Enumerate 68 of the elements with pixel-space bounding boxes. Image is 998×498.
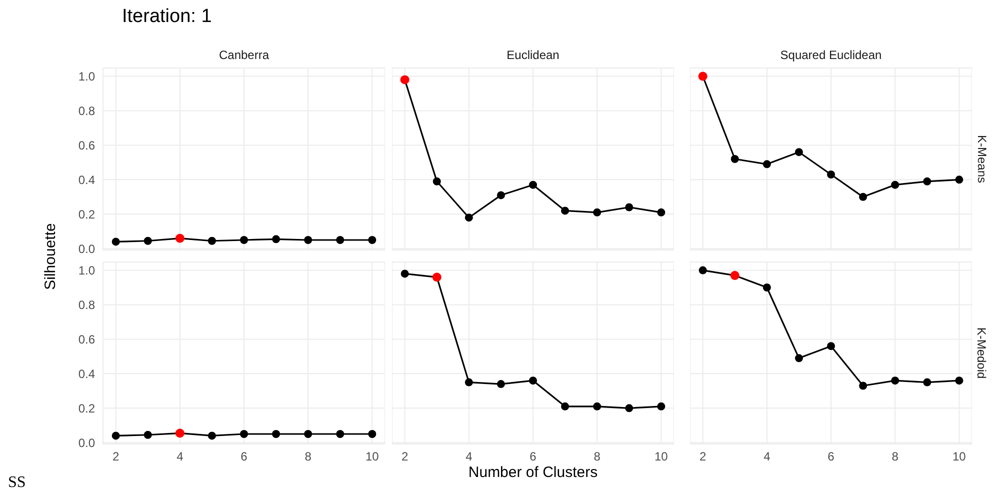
x-tick-label: 4 xyxy=(176,450,184,464)
point xyxy=(625,203,634,212)
y-tick-label: 0.0 xyxy=(78,242,96,256)
point xyxy=(561,402,570,410)
x-tick-label: 6 xyxy=(240,450,248,464)
point xyxy=(698,266,707,274)
y-tick-label: 0.0 xyxy=(78,436,96,450)
point xyxy=(496,191,505,200)
chart-title: Canberra xyxy=(218,48,270,62)
y-tick-label: 0.4 xyxy=(78,366,96,381)
y-axis-title: Silhouette xyxy=(42,222,58,290)
point xyxy=(794,354,803,362)
point xyxy=(955,176,964,184)
point xyxy=(859,192,868,201)
point xyxy=(891,180,900,189)
x-tick-label: 10 xyxy=(366,450,380,464)
point xyxy=(400,270,409,278)
point xyxy=(657,402,666,410)
point xyxy=(762,284,771,292)
y-tick-label: 0.2 xyxy=(78,207,96,222)
point xyxy=(762,160,771,168)
point xyxy=(827,342,835,350)
y-tick-label: 0.4 xyxy=(78,172,96,187)
x-tick-label: 8 xyxy=(594,450,601,464)
point xyxy=(657,208,666,216)
point xyxy=(464,378,473,386)
chart-title: Euclidean xyxy=(506,48,560,62)
point xyxy=(464,214,473,222)
point xyxy=(859,382,868,390)
point xyxy=(625,404,634,412)
y-tick-label: 1.0 xyxy=(78,264,96,278)
x-tick-label: 6 xyxy=(828,450,835,464)
x-tick-label: 10 xyxy=(654,450,668,464)
y2-axis-title: K-Medoid xyxy=(975,327,990,379)
point xyxy=(593,402,602,410)
point xyxy=(827,170,835,179)
y-tick-label: 1.0 xyxy=(78,70,96,84)
x-tick-label: 6 xyxy=(530,450,537,464)
text: Iteration: 1 xyxy=(122,6,212,28)
chart-title: Squared Euclidean xyxy=(779,48,883,62)
x-tick-label: 8 xyxy=(892,450,899,464)
point xyxy=(923,177,932,186)
text: SS xyxy=(8,474,26,492)
y-tick-label: 0.6 xyxy=(78,332,96,346)
point xyxy=(891,376,900,385)
point xyxy=(923,378,932,386)
point xyxy=(529,376,537,385)
y2-axis-title: K-Means xyxy=(975,134,989,184)
point xyxy=(529,180,537,189)
x-tick-label: 2 xyxy=(112,450,120,464)
x-axis-title: Number of Clusters xyxy=(467,464,599,481)
point xyxy=(730,155,739,163)
x-tick-label: 8 xyxy=(304,450,312,464)
x-tick-label: 2 xyxy=(699,450,706,464)
point xyxy=(794,148,803,156)
x-tick-label: 4 xyxy=(764,450,771,464)
x-tick-label: 4 xyxy=(466,450,473,464)
point xyxy=(561,206,570,215)
point xyxy=(496,380,505,388)
point xyxy=(593,208,602,216)
y-tick-label: 0.6 xyxy=(78,138,96,152)
y-tick-label: 0.2 xyxy=(78,401,96,416)
point xyxy=(955,376,964,385)
y-tick-label: 0.8 xyxy=(78,104,96,118)
y-tick-label: 0.8 xyxy=(78,298,96,312)
point xyxy=(432,177,441,186)
x-tick-label: 10 xyxy=(952,450,966,464)
x-tick-label: 2 xyxy=(401,450,408,464)
